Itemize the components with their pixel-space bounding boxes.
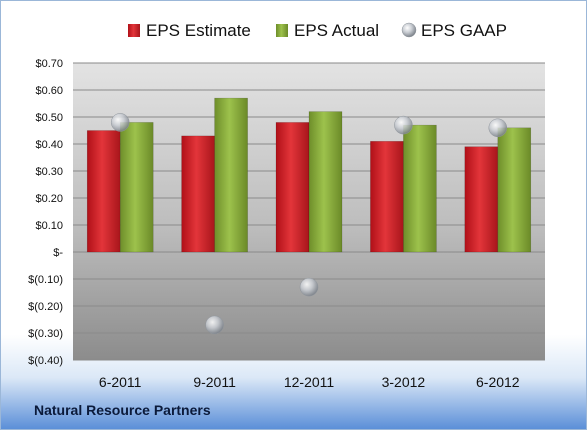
y-tick-label: $0.50 [35, 112, 63, 124]
eps-actual-bar [308, 111, 343, 253]
x-tick-label: 6-2012 [476, 374, 520, 390]
y-tick-label: $0.10 [35, 220, 63, 232]
x-tick-label: 6-2011 [99, 374, 142, 390]
y-tick-label: $0.70 [35, 58, 63, 70]
eps-estimate-bar [86, 130, 121, 253]
eps-gaap-marker [110, 113, 130, 132]
y-tick-label: $0.30 [35, 166, 63, 178]
y-tick-label: $(0.40) [28, 355, 63, 367]
eps-gaap-marker [488, 118, 508, 138]
eps-actual-bar [497, 127, 532, 253]
eps-estimate-bar [370, 141, 404, 253]
y-tick-label: $- [53, 247, 63, 259]
legend-label: EPS Actual [294, 21, 379, 40]
eps-actual-bar [403, 124, 437, 253]
legend-swatch [401, 22, 417, 38]
y-tick-label: $0.20 [35, 193, 63, 205]
y-tick-label: $0.60 [35, 85, 63, 97]
x-tick-label: 3-2012 [382, 374, 426, 390]
eps-estimate-bar [275, 122, 310, 253]
x-tick-label: 9-2011 [193, 374, 236, 390]
eps-gaap-marker [205, 315, 224, 335]
company-name: Natural Resource Partners [34, 402, 211, 418]
eps-gaap-marker [299, 277, 319, 297]
y-tick-label: $(0.30) [28, 328, 63, 340]
eps-estimate-bar [464, 146, 499, 253]
y-tick-label: $0.40 [35, 139, 63, 151]
eps-actual-bar [214, 97, 248, 253]
eps-estimate-bar [181, 135, 215, 253]
y-tick-label: $(0.20) [28, 301, 63, 313]
y-tick-label: $(0.10) [28, 274, 63, 286]
eps-gaap-marker [394, 115, 413, 135]
legend-label: EPS Estimate [146, 21, 251, 40]
legend-swatch [128, 24, 140, 37]
legend-label: EPS GAAP [421, 21, 507, 40]
legend-swatch [276, 24, 288, 37]
eps-actual-bar [119, 122, 154, 253]
x-tick-label: 12-2011 [284, 374, 335, 390]
